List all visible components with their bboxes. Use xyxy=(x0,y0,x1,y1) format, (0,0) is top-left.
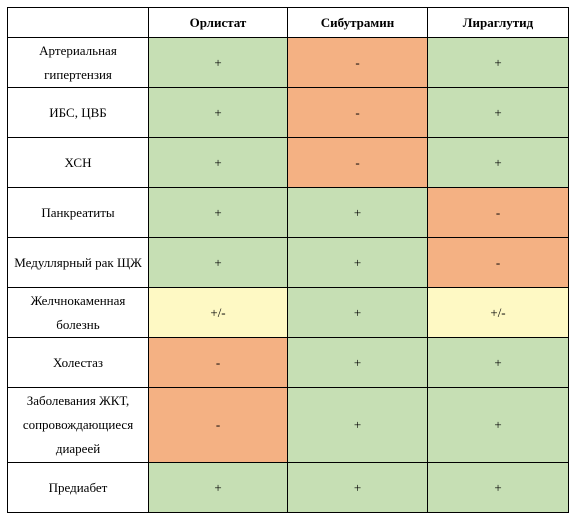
row-label: Холестаз xyxy=(7,337,149,388)
table-row: Заболевания ЖКТ, сопровождающиеся диарее… xyxy=(7,387,569,463)
cell-value: + xyxy=(148,187,288,238)
table-row: ХСН + - + xyxy=(7,137,569,188)
row-label: Заболевания ЖКТ, сопровождающиеся диарее… xyxy=(7,387,149,463)
cell-value: + xyxy=(287,387,428,463)
table-row: Артериальная гипертензия + - + xyxy=(7,37,569,88)
row-label: Артериальная гипертензия xyxy=(7,37,149,88)
cell-value: - xyxy=(427,187,569,238)
cell-value: + xyxy=(427,137,569,188)
table-row: ИБС, ЦВБ + - + xyxy=(7,87,569,138)
cell-value: + xyxy=(287,287,428,338)
row-label: ИБС, ЦВБ xyxy=(7,87,149,138)
cell-value: - xyxy=(287,137,428,188)
cell-value: + xyxy=(148,237,288,288)
cell-value: + xyxy=(427,462,569,513)
cell-value: + xyxy=(427,387,569,463)
header-orlistat: Орлистат xyxy=(148,7,288,38)
cell-value: +/- xyxy=(427,287,569,338)
cell-value: + xyxy=(427,37,569,88)
table-row: Желчнокаменная болезнь +/- + +/- xyxy=(7,287,569,338)
cell-value: + xyxy=(148,87,288,138)
row-label: Желчнокаменная болезнь xyxy=(7,287,149,338)
cell-value: +/- xyxy=(148,287,288,338)
cell-value: + xyxy=(427,337,569,388)
cell-value: - xyxy=(287,37,428,88)
cell-value: + xyxy=(148,37,288,88)
row-label: Медуллярный рак ЩЖ xyxy=(7,237,149,288)
cell-value: + xyxy=(287,237,428,288)
cell-value: - xyxy=(148,387,288,463)
table-row: Предиабет + + + xyxy=(7,462,569,513)
table-row: Панкреатиты + + - xyxy=(7,187,569,238)
cell-value: + xyxy=(287,337,428,388)
table-row: Медуллярный рак ЩЖ + + - xyxy=(7,237,569,288)
cell-value: - xyxy=(287,87,428,138)
comparison-table: Орлистат Сибутрамин Лираглутид Артериаль… xyxy=(7,7,569,513)
cell-value: + xyxy=(287,462,428,513)
header-empty-cell xyxy=(7,7,149,38)
cell-value: - xyxy=(148,337,288,388)
cell-value: + xyxy=(427,87,569,138)
row-label: Панкреатиты xyxy=(7,187,149,238)
header-liraglutide: Лираглутид xyxy=(427,7,569,38)
row-label: ХСН xyxy=(7,137,149,188)
cell-value: + xyxy=(148,137,288,188)
row-label: Предиабет xyxy=(7,462,149,513)
table-row: Холестаз - + + xyxy=(7,337,569,388)
cell-value: - xyxy=(427,237,569,288)
header-row: Орлистат Сибутрамин Лираглутид xyxy=(7,7,569,38)
header-sibutramine: Сибутрамин xyxy=(287,7,428,38)
cell-value: + xyxy=(287,187,428,238)
cell-value: + xyxy=(148,462,288,513)
